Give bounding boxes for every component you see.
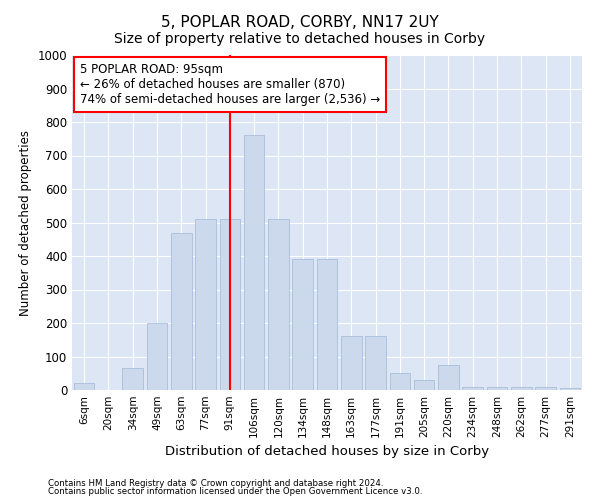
Bar — [220, 219, 240, 390]
Bar — [487, 386, 508, 390]
Bar — [438, 365, 459, 390]
Text: 5, POPLAR ROAD, CORBY, NN17 2UY: 5, POPLAR ROAD, CORBY, NN17 2UY — [161, 15, 439, 30]
Bar — [463, 386, 483, 390]
Bar — [292, 260, 313, 390]
Bar — [365, 336, 386, 390]
Bar — [414, 380, 434, 390]
Bar — [511, 386, 532, 390]
Bar — [268, 219, 289, 390]
Bar — [74, 384, 94, 390]
Text: Contains HM Land Registry data © Crown copyright and database right 2024.: Contains HM Land Registry data © Crown c… — [48, 479, 383, 488]
Text: Size of property relative to detached houses in Corby: Size of property relative to detached ho… — [115, 32, 485, 46]
Bar — [195, 219, 216, 390]
Bar — [389, 373, 410, 390]
Text: 5 POPLAR ROAD: 95sqm
← 26% of detached houses are smaller (870)
74% of semi-deta: 5 POPLAR ROAD: 95sqm ← 26% of detached h… — [80, 64, 380, 106]
Bar — [171, 232, 191, 390]
Bar — [244, 136, 265, 390]
Bar — [317, 260, 337, 390]
Bar — [122, 368, 143, 390]
Y-axis label: Number of detached properties: Number of detached properties — [19, 130, 32, 316]
Text: Contains public sector information licensed under the Open Government Licence v3: Contains public sector information licen… — [48, 487, 422, 496]
X-axis label: Distribution of detached houses by size in Corby: Distribution of detached houses by size … — [165, 446, 489, 458]
Bar — [146, 323, 167, 390]
Bar — [535, 386, 556, 390]
Bar — [341, 336, 362, 390]
Bar — [560, 388, 580, 390]
